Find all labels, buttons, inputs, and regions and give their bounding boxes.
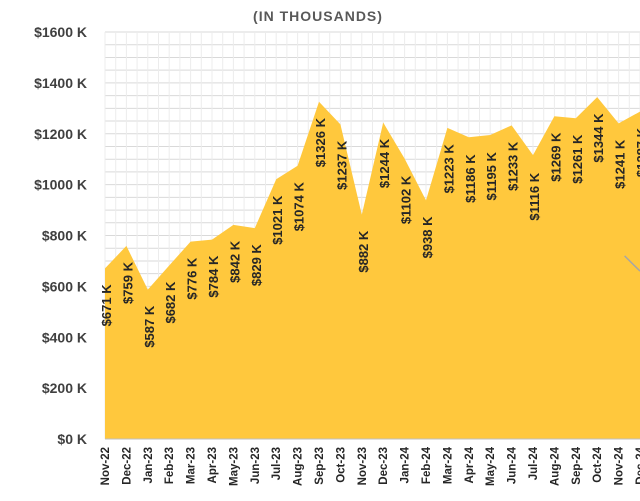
y-tick-label: $1000 K <box>34 177 87 193</box>
x-tick-label: Jan-24 <box>400 446 412 483</box>
x-tick-label: Oct-23 <box>335 447 347 483</box>
data-label: $842 K <box>227 240 242 283</box>
data-label: $1116 K <box>527 172 542 220</box>
y-tick-label: $1400 K <box>34 75 87 91</box>
data-label: $1021 K <box>270 195 285 245</box>
data-label: $1233 K <box>506 141 521 191</box>
y-tick-label: $200 K <box>42 380 87 396</box>
y-tick-label: $800 K <box>42 228 87 244</box>
area-series <box>105 97 640 440</box>
y-tick-label: $1600 K <box>34 24 87 40</box>
x-tick-label: Jun-24 <box>507 446 519 484</box>
data-label: $776 K <box>185 257 200 300</box>
y-tick-label: $400 K <box>42 329 87 345</box>
x-tick-label: Feb-24 <box>421 446 433 484</box>
data-label: $1074 K <box>292 182 307 232</box>
y-tick-label: $1200 K <box>34 126 87 142</box>
data-label: $829 K <box>249 244 264 287</box>
x-tick-label: Jul-23 <box>271 447 283 480</box>
x-tick-label: Mar-24 <box>442 446 454 484</box>
x-tick-label: Dec-24 <box>635 446 640 484</box>
data-label: $1344 K <box>591 113 606 163</box>
data-label: $682 K <box>163 281 178 324</box>
data-label: $882 K <box>356 230 371 273</box>
data-label: $1326 K <box>313 117 328 167</box>
data-label: $759 K <box>120 261 135 304</box>
data-label: $1195 K <box>484 151 499 200</box>
x-tick-label: May-23 <box>228 447 240 486</box>
data-label: $1269 K <box>548 132 563 182</box>
chart-subtitle: (IN THOUSANDS) <box>253 8 383 24</box>
data-labels: $671 K $759 K $587 K $682 K $776 K $784 K $842… <box>99 113 640 348</box>
data-label: $938 K <box>420 216 435 259</box>
x-tick-label: Jan-23 <box>143 447 155 483</box>
x-tick-label: Feb-23 <box>164 447 176 484</box>
data-label: $587 K <box>142 305 157 348</box>
x-tick-label: Nov-22 <box>100 447 112 485</box>
x-tick-label: Sep-24 <box>571 446 583 484</box>
data-label: $1261 K <box>570 134 585 184</box>
x-axis-ticks: Nov-22 Dec-22 Jan-23 Feb-23 Mar-23 Apr-23 May-… <box>100 446 640 486</box>
data-label: $1287 K <box>634 127 640 177</box>
x-tick-label: Apr-23 <box>207 447 219 483</box>
x-tick-label: May-24 <box>485 446 497 486</box>
x-tick-label: Aug-23 <box>293 447 305 486</box>
x-tick-label: Oct-24 <box>592 446 604 482</box>
data-label: $1186 K <box>463 154 478 203</box>
x-tick-label: Jul-24 <box>528 446 540 480</box>
data-label: $671 K <box>99 284 114 327</box>
x-tick-label: Dec-23 <box>378 447 390 485</box>
y-tick-label: $0 K <box>57 431 87 447</box>
x-tick-label: Nov-23 <box>357 447 369 485</box>
x-tick-label: Jun-23 <box>250 447 262 484</box>
x-tick-label: Dec-22 <box>121 447 133 485</box>
x-tick-label: Apr-24 <box>464 446 476 483</box>
x-tick-label: Sep-23 <box>314 447 326 485</box>
data-label: $1102 K <box>399 175 414 224</box>
x-tick-label: Mar-23 <box>186 447 198 484</box>
data-label: $1223 K <box>441 144 456 194</box>
data-label: $1237 K <box>334 140 349 190</box>
x-tick-label: Nov-24 <box>614 446 626 485</box>
y-axis-ticks: $0 K $200 K $400 K $600 K $800 K $1000 K $1200… <box>34 24 87 447</box>
data-label: $1241 K <box>613 139 628 189</box>
data-label: $784 K <box>206 255 221 298</box>
y-tick-label: $600 K <box>42 278 87 294</box>
trend-line <box>624 255 640 272</box>
x-tick-label: Aug-24 <box>549 446 561 486</box>
data-label: $1244 K <box>377 138 392 188</box>
